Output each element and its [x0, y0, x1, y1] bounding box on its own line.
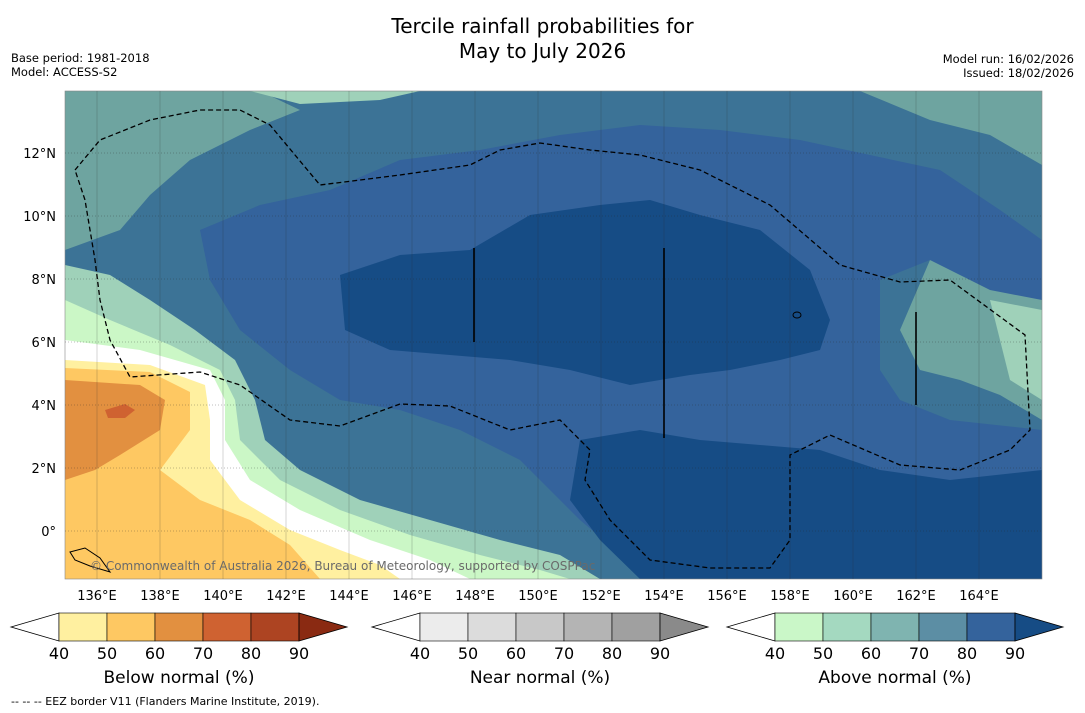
colorbar-segment — [202, 612, 252, 642]
lon-tick-label: 144°E — [329, 589, 369, 604]
colorbar-tick-label: 50 — [97, 644, 117, 663]
coastline-sw — [69, 547, 112, 573]
colorbar-extend-high — [1014, 612, 1065, 642]
colorbar-tick-label: 60 — [861, 644, 881, 663]
map-frame — [64, 90, 1043, 580]
lon-tick-label: 142°E — [266, 589, 306, 604]
colorbar-segment — [918, 612, 968, 642]
colorbar-segment — [822, 612, 872, 642]
chart-title: Tercile rainfall probabilities for May t… — [0, 14, 1085, 64]
eez-border — [74, 109, 1031, 569]
colorbar-tick-label: 70 — [909, 644, 929, 663]
island-outline — [792, 311, 802, 319]
band-above-50-top — [250, 91, 420, 104]
band-above-90-center — [340, 200, 830, 385]
colorbar-tick-label: 80 — [241, 644, 261, 663]
colorbar-extend-high — [298, 612, 349, 642]
base-period: Base period: 1981-2018 — [11, 51, 150, 65]
colorbar-segment — [515, 612, 565, 642]
colorbar-tick-label: 90 — [1005, 644, 1025, 663]
colorbar-segment — [563, 612, 613, 642]
band-below-70 — [105, 404, 135, 418]
copyright-text: © Commonwealth of Australia 2026, Bureau… — [90, 559, 595, 573]
lon-tick-label: 136°E — [77, 589, 117, 604]
colorbar-tick-label: 90 — [289, 644, 309, 663]
colorbars: 40 50 60 70 80 90 40 50 60 70 80 90 40 50 60 70 80 90 — [9, 612, 1065, 663]
colorbar-tick-label: 80 — [602, 644, 622, 663]
band-above-60-topright — [860, 91, 1042, 165]
above-colorbar: 40 50 60 70 80 90 — [725, 612, 1065, 663]
colorbar-extend-high — [659, 612, 710, 642]
near-colorbar: 40 50 60 70 80 90 — [370, 612, 710, 663]
colorbar-extend-low — [725, 612, 776, 642]
colorbar-segment — [58, 612, 108, 642]
colorbar-extend-low — [9, 612, 60, 642]
colorbar-segment — [154, 612, 204, 642]
above-normal-title: Above normal (%) — [818, 668, 972, 688]
model-run: Model run: 16/02/2026 — [942, 52, 1074, 66]
colorbar-segment — [611, 612, 661, 642]
lon-tick-label: 154°E — [644, 589, 684, 604]
lon-tick-label: 158°E — [770, 589, 810, 604]
graticule — [65, 91, 1042, 579]
colorbar-segment — [250, 612, 300, 642]
colorbar-tick-label: 60 — [145, 644, 165, 663]
colorbar-tick-label: 80 — [957, 644, 977, 663]
band-above-90-south — [570, 430, 1042, 579]
colorbar-tick-label: 60 — [506, 644, 526, 663]
band-above-60-right — [900, 260, 1042, 420]
below-colorbar: 40 50 60 70 80 90 — [9, 612, 349, 663]
model-info: Base period: 1981-2018 Model: ACCESS-S2 — [11, 51, 150, 79]
run-info: Model run: 16/02/2026 Issued: 18/02/2026 — [943, 52, 1074, 80]
lat-tick-label: 2°N — [32, 462, 57, 477]
title-line-2: May to July 2026 — [458, 39, 627, 63]
colorbar-tick-label: 50 — [813, 644, 833, 663]
lon-tick-label: 162°E — [896, 589, 936, 604]
lon-tick-label: 152°E — [581, 589, 621, 604]
lon-tick-label: 138°E — [140, 589, 180, 604]
lat-tick-label: 6°N — [32, 336, 57, 351]
colorbar-tick-label: 40 — [410, 644, 430, 663]
lat-tick-label: 12°N — [23, 147, 56, 162]
colorbar-tick-label: 50 — [458, 644, 478, 663]
lon-tick-label: 140°E — [203, 589, 243, 604]
lon-tick-label: 164°E — [959, 589, 999, 604]
title-line-1: Tercile rainfall probabilities for — [391, 14, 694, 38]
map-fill — [65, 91, 1042, 579]
colorbar-tick-label: 40 — [49, 644, 69, 663]
lat-tick-label: 4°N — [32, 399, 57, 414]
lat-tick-label: 0° — [41, 525, 56, 540]
colorbar-tick-label: 70 — [554, 644, 574, 663]
colorbar-segment — [774, 612, 824, 642]
colorbar-tick-label: 40 — [765, 644, 785, 663]
colorbar-segment — [106, 612, 156, 642]
below-normal-title: Below normal (%) — [103, 668, 255, 688]
lon-tick-label: 146°E — [392, 589, 432, 604]
lon-tick-label: 156°E — [707, 589, 747, 604]
colorbar-segment — [966, 612, 1016, 642]
colorbar-segment — [870, 612, 920, 642]
lat-tick-label: 10°N — [23, 210, 56, 225]
colorbar-segment — [419, 612, 469, 642]
map-axes: 136°E 138°E 140°E 142°E 144°E 146°E 148°E 150°E… — [23, 147, 999, 604]
eez-legend: -- -- -- EEZ border V11 (Flanders Marine… — [11, 695, 320, 708]
lat-tick-label: 8°N — [32, 273, 57, 288]
band-above-50-right — [990, 300, 1042, 400]
colorbar-segment — [467, 612, 517, 642]
colorbar-tick-label: 90 — [650, 644, 670, 663]
colorbar-tick-label: 70 — [193, 644, 213, 663]
near-normal-title: Near normal (%) — [469, 668, 611, 688]
lon-tick-label: 148°E — [455, 589, 495, 604]
colorbar-extend-low — [370, 612, 421, 642]
issued-date: Issued: 18/02/2026 — [963, 66, 1074, 80]
lon-tick-label: 160°E — [833, 589, 873, 604]
lon-tick-label: 150°E — [518, 589, 558, 604]
model-name: Model: ACCESS-S2 — [11, 65, 118, 79]
